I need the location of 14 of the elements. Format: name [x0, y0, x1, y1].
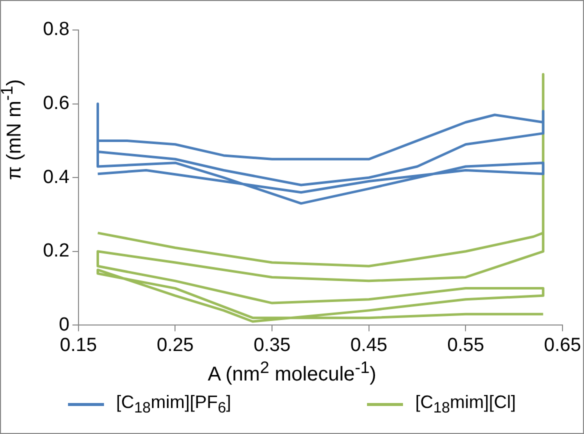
y-tick-label: 0.8 — [42, 19, 70, 40]
y-tick-label: 0.2 — [42, 240, 70, 262]
x-tick-label: 0.25 — [156, 334, 194, 356]
y-tick-label: 0.4 — [42, 166, 70, 188]
legend-label: [C$_{18}$mim][Cl] — [415, 392, 516, 417]
y-tick-label: 0.6 — [42, 93, 70, 114]
x-tick-label: 0.45 — [350, 334, 388, 356]
x-tick-label: 0.55 — [447, 334, 484, 356]
y-tick-label: 0 — [58, 314, 70, 336]
x-tick-label: 0.35 — [254, 334, 291, 356]
legend-label: [C$_{18}$mim][PF$_{6}$] — [116, 392, 232, 417]
x-tick-label: 0.65 — [544, 334, 581, 356]
x-tick-label: 0.15 — [60, 334, 97, 356]
x-axis-title: A (nm$^{2}$ molecule$^{-1}$) — [206, 358, 378, 387]
